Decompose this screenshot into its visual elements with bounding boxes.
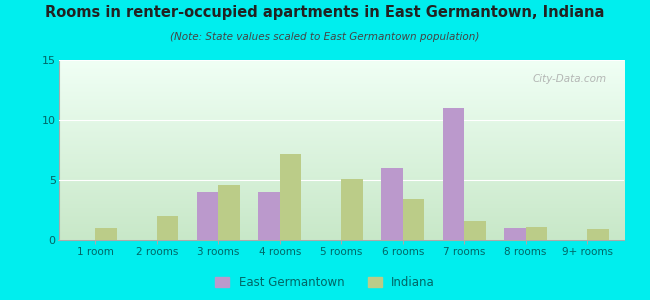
Bar	[280, 154, 302, 240]
Bar	[443, 108, 464, 240]
Text: (Note: State values scaled to East Germantown population): (Note: State values scaled to East Germa…	[170, 32, 480, 41]
Bar	[504, 228, 526, 240]
Bar	[197, 192, 218, 240]
Text: City-Data.com: City-Data.com	[533, 74, 607, 84]
Bar	[526, 227, 547, 240]
Bar	[341, 179, 363, 240]
Bar	[258, 192, 280, 240]
Bar	[157, 216, 178, 240]
Legend: East Germantown, Indiana: East Germantown, Indiana	[210, 272, 440, 294]
Bar	[381, 168, 403, 240]
Bar	[587, 229, 608, 240]
Bar	[218, 185, 240, 240]
Bar	[403, 199, 424, 240]
Text: Rooms in renter-occupied apartments in East Germantown, Indiana: Rooms in renter-occupied apartments in E…	[46, 4, 605, 20]
Bar	[464, 221, 486, 240]
Bar	[96, 228, 117, 240]
